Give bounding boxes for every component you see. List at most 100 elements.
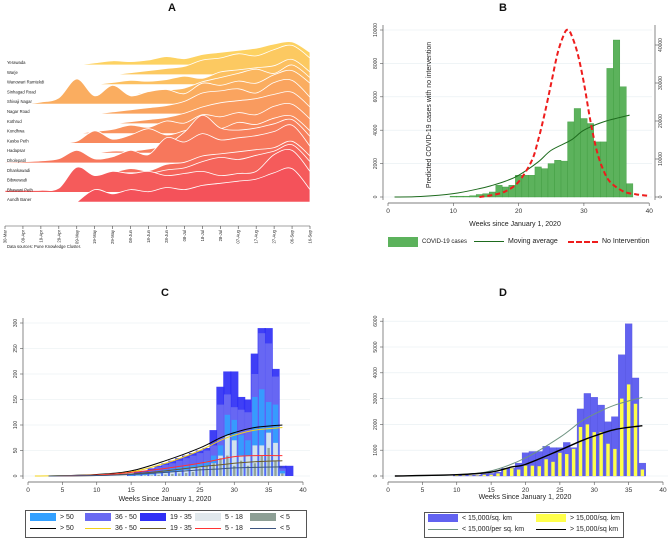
no-intervention-line	[479, 28, 650, 198]
high-density-bar-week-22	[537, 466, 541, 476]
district-label: Kasba Peth	[7, 138, 29, 143]
district-label: Hadapsar	[7, 148, 26, 153]
bar-5-18-week-30	[231, 440, 237, 476]
bar--5-week-34	[260, 455, 263, 476]
date-tick-label: 28-Jul	[218, 230, 223, 241]
panel-a-ridgeline: Yerawada Warje Wanowari Ramtekdi Sinhagad R…	[3, 41, 313, 249]
high-density-bar-week-16	[496, 473, 500, 476]
legend-label: No Intervention	[602, 238, 650, 245]
bar--5-week-32	[246, 465, 250, 476]
high-density-bar-week-25	[558, 452, 562, 476]
date-tick-label: 27-Aug	[272, 229, 277, 243]
panel-d-title: D	[499, 287, 507, 299]
district-label: Dhankawadi	[7, 168, 30, 173]
x-tick-label: 25	[196, 487, 204, 494]
legend-swatch	[250, 513, 276, 521]
trend-line-3	[55, 455, 283, 477]
right-y-tick-label: 10000	[658, 152, 664, 166]
district-label: Sinhagad Road	[7, 89, 37, 94]
legend-c-bar-item: 19 - 35	[140, 513, 192, 521]
high-density-bar-week-13	[475, 475, 480, 476]
panel-d-chart: 0 1000 2000 3000 4000 5000 6000 0 5 10 15 20 25 30 35 4…	[373, 315, 668, 501]
trend-line-1	[394, 424, 643, 477]
y-tick-label: 250	[13, 344, 19, 353]
y-tick-label: 3000	[373, 393, 379, 404]
high-density-bar-week-30	[592, 432, 596, 476]
date-tick-label: 18-Jun	[146, 229, 151, 242]
bar--5-week-36	[274, 460, 277, 476]
legend-line	[30, 528, 56, 529]
trend-line-0	[48, 424, 283, 477]
date-tick-label: 09-May	[74, 229, 79, 244]
legend-line	[536, 529, 566, 530]
bar--50-week-33	[252, 396, 258, 476]
bar-week-17	[495, 185, 503, 198]
x-tick-label: 30	[231, 487, 239, 494]
bar--5-week-29	[226, 455, 229, 476]
x-tick-label: 35	[625, 487, 633, 494]
bar--5-week-20	[164, 474, 167, 476]
y-tick-label: 0	[373, 195, 379, 198]
legend-d-high-density-line: > 15,000/sq km	[536, 526, 618, 533]
y-tick-label: 300	[13, 319, 19, 328]
y-tick-label: 100	[13, 421, 19, 430]
legend-label: < 15,000/per sq. km	[462, 526, 525, 533]
legend-label: < 5	[280, 513, 290, 521]
date-tick-label: 09-Apr	[20, 229, 25, 242]
x-tick-label: 30	[580, 208, 588, 215]
legend-d-low-density-bars: < 15,000/sq. km	[428, 514, 512, 522]
y-tick-label: 10000	[373, 23, 379, 37]
date-tick-label: 18-Jul	[200, 230, 205, 241]
bar-week-11	[456, 195, 464, 198]
district-label: Dholepatil	[7, 158, 26, 163]
high-density-bar-week-20	[523, 465, 528, 476]
y-tick-label: 2000	[373, 419, 379, 430]
y-tick-label: 0	[373, 474, 379, 477]
x-tick-label: 30	[591, 487, 599, 494]
legend-b-no-intervention: No Intervention	[568, 238, 649, 245]
bar-week-33	[600, 141, 607, 198]
moving-average-line	[394, 114, 630, 198]
date-tick-label: 29-Apr	[56, 229, 61, 242]
bar--5-week-23	[184, 472, 188, 476]
high-density-bar-week-12	[468, 475, 473, 476]
high-density-bar-week-32	[606, 443, 610, 476]
panel-c-title: C	[161, 287, 169, 299]
legend-line	[85, 528, 111, 529]
high-density-bar-week-19	[516, 469, 521, 476]
high-density-bar-week-14	[482, 474, 486, 476]
right-y-tick-label: 40000	[658, 38, 664, 52]
bar--50-week-18	[149, 471, 155, 476]
legend-line	[428, 529, 458, 530]
x-tick-label: 5	[61, 487, 65, 494]
legend-c-line-item: 36 - 50	[85, 525, 137, 532]
panel-c-chart: 0 50 100 150 200 250 300 0 5 10 15 20 25 30 35 40 Weeks …	[13, 318, 310, 503]
high-density-bar-week-15	[489, 474, 493, 476]
date-tick-label: 28-Jun	[164, 229, 169, 242]
legend-label: > 15,000/sq. km	[570, 514, 621, 522]
right-axis-title: Predicted COVID-19 cases with no interve…	[426, 42, 433, 188]
high-density-bar-week-37	[640, 469, 645, 476]
legend-line	[568, 240, 598, 243]
district-label: Nagar Road	[7, 109, 30, 114]
district-label: Yerawada	[7, 60, 26, 65]
high-density-bar-week-21	[530, 465, 535, 476]
bar--5-week-35	[267, 447, 270, 476]
x-axis-title: Weeks Since January 1, 2020	[119, 496, 212, 503]
bar--50-week-16	[135, 474, 141, 476]
bar-week-24	[541, 168, 549, 198]
bar-week-22	[528, 175, 536, 198]
y-tick-label: 200	[13, 370, 19, 379]
bar--5-week-28	[219, 458, 222, 476]
legend-line	[140, 528, 166, 529]
x-tick-label: 20	[522, 487, 530, 494]
date-tick-label: 19-Apr	[38, 229, 43, 242]
bar--50-week-17	[142, 473, 148, 476]
district-label: Warje	[7, 70, 18, 75]
x-tick-label: 40	[646, 208, 654, 215]
bar--5-week-37	[281, 473, 284, 476]
high-density-bar-week-33	[613, 448, 617, 476]
bar-week-37	[626, 183, 634, 198]
y-tick-label: 6000	[373, 91, 379, 102]
bar--5-week-18	[150, 475, 153, 476]
